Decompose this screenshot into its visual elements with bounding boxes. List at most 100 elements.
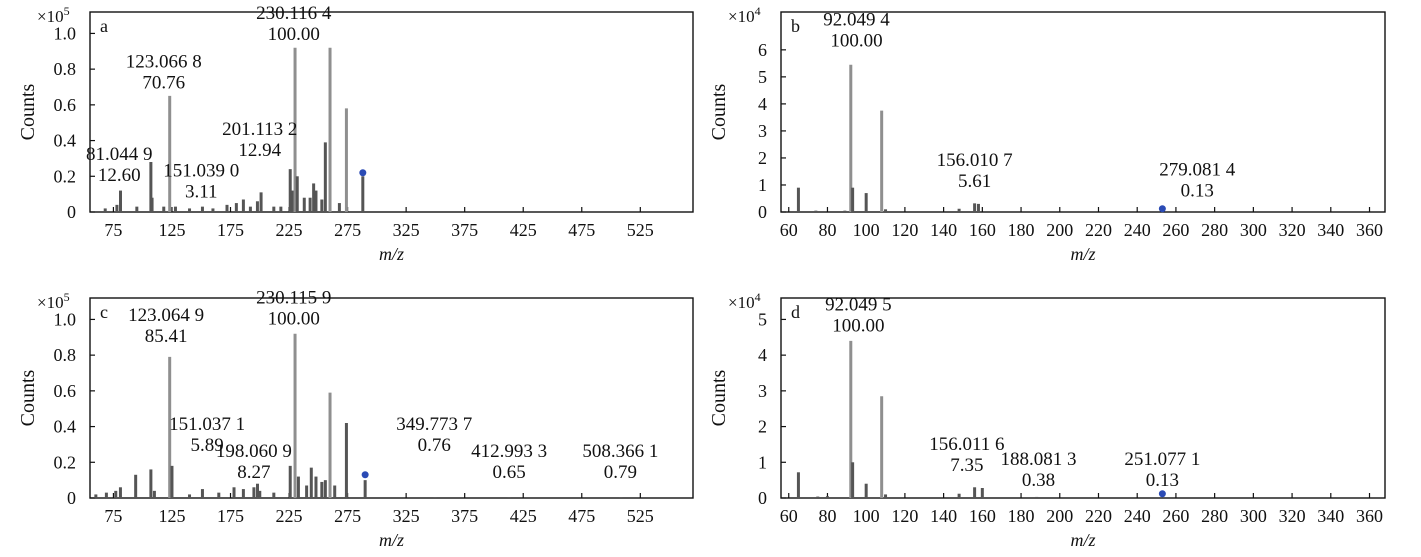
x-tick-label: 340 — [1317, 220, 1344, 240]
x-tick-label: 275 — [334, 220, 361, 240]
x-tick-label: 220 — [1085, 506, 1112, 526]
y-tick-label: 6 — [758, 40, 767, 60]
x-tick-label: 120 — [891, 220, 918, 240]
y-tick-label: 0 — [67, 488, 76, 508]
peak-relative-intensity-label: 7.35 — [950, 455, 983, 476]
x-tick-label: 240 — [1124, 506, 1151, 526]
x-tick-label: 75 — [104, 506, 122, 526]
x-tick-label: 175 — [217, 506, 244, 526]
peak-relative-intensity-label: 0.65 — [493, 462, 526, 483]
scale-base: ×10 — [728, 293, 755, 312]
peak-mz-label: 123.066 8 — [126, 51, 202, 72]
x-tick-label: 360 — [1356, 506, 1383, 526]
y-tick-label: 2 — [758, 417, 767, 437]
peak-mz-label: 151.037 1 — [169, 414, 245, 435]
plot-frame — [89, 297, 694, 499]
peak-relative-intensity-label: 0.13 — [1146, 470, 1179, 491]
axis-scale-label: ×105 — [37, 290, 70, 312]
x-tick-label: 360 — [1356, 220, 1383, 240]
peak-relative-intensity-label: 0.76 — [418, 435, 451, 456]
x-tick-label: 160 — [969, 506, 996, 526]
peak-mz-label: 188.081 3 — [1000, 449, 1076, 470]
x-tick-label: 325 — [393, 506, 420, 526]
peak-mz-label: 156.010 7 — [937, 150, 1013, 171]
plot-frame — [780, 297, 1386, 499]
x-tick-label: 60 — [780, 506, 798, 526]
x-tick-label: 475 — [568, 220, 595, 240]
peak-mz-label: 81.044 9 — [86, 144, 153, 165]
y-axis-label: Counts — [708, 369, 730, 426]
precursor-marker — [361, 471, 369, 479]
y-tick-label: 1 — [758, 452, 767, 472]
x-tick-label: 325 — [393, 220, 420, 240]
scale-base: ×10 — [37, 7, 64, 26]
peak-relative-intensity-label: 100.00 — [268, 24, 320, 45]
scale-base: ×10 — [728, 7, 755, 26]
peak-relative-intensity-label: 12.94 — [238, 140, 281, 161]
x-tick-label: 340 — [1317, 506, 1344, 526]
x-axis-label: m/z — [379, 244, 404, 264]
x-tick-label: 320 — [1279, 220, 1306, 240]
x-tick-label: 525 — [627, 220, 654, 240]
peak-relative-intensity-label: 3.11 — [185, 181, 218, 202]
x-tick-label: 375 — [451, 220, 478, 240]
peak-relative-intensity-label: 12.60 — [98, 165, 141, 186]
y-axis-label: Counts — [17, 369, 39, 426]
y-tick-label: 1 — [758, 175, 767, 195]
spectrum-panel-c: c ×105 Counts 0 0.2 0.4 0.6 0.8 1.0 75 125 175 225 27… — [17, 287, 694, 550]
x-tick-label: 320 — [1279, 506, 1306, 526]
y-tick-label: 0.8 — [54, 59, 77, 79]
peak-relative-intensity-label: 100.00 — [268, 308, 320, 329]
y-tick-label: 0 — [758, 202, 767, 222]
x-tick-label: 220 — [1085, 220, 1112, 240]
y-tick-label: 0.2 — [54, 166, 77, 186]
spectrum-panel-a: a ×105 Counts 0 0.2 0.4 0.6 0.8 1.0 75 125 175 225 27… — [17, 3, 694, 264]
peak-mz-label: 349.773 7 — [396, 414, 472, 435]
y-tick-label: 4 — [758, 345, 767, 365]
y-tick-label: 0.2 — [54, 452, 77, 472]
y-tick-label: 5 — [758, 309, 767, 329]
x-tick-label: 60 — [780, 220, 798, 240]
peak-mz-label: 508.366 1 — [582, 441, 658, 462]
axis-scale-label: ×104 — [728, 290, 761, 312]
peak-mz-label: 230.115 9 — [256, 287, 331, 308]
y-tick-label: 0 — [758, 488, 767, 508]
peak-relative-intensity-label: 5.89 — [190, 435, 223, 456]
y-tick-label: 3 — [758, 381, 767, 401]
peak-relative-intensity-label: 70.76 — [142, 72, 185, 93]
x-axis-label: m/z — [379, 530, 404, 550]
scale-exponent: 4 — [755, 4, 761, 18]
peak-relative-intensity-label: 0.79 — [604, 462, 637, 483]
peak-mz-label: 123.064 9 — [128, 305, 204, 326]
x-tick-label: 300 — [1240, 506, 1267, 526]
peak-mz-label: 201.113 2 — [222, 119, 297, 140]
x-tick-label: 100 — [853, 220, 880, 240]
y-tick-label: 0.6 — [54, 95, 77, 115]
peak-mz-label: 251.077 1 — [1124, 449, 1200, 470]
x-tick-label: 80 — [818, 506, 836, 526]
x-tick-label: 425 — [510, 220, 537, 240]
x-tick-label: 180 — [1008, 220, 1035, 240]
plot-frame — [89, 11, 694, 213]
peak-relative-intensity-label: 8.27 — [237, 462, 270, 483]
x-axis-label: m/z — [1070, 244, 1095, 264]
x-tick-label: 100 — [853, 506, 880, 526]
peak-mz-label: 92.049 4 — [823, 10, 890, 31]
peak-relative-intensity-label: 85.41 — [145, 326, 188, 347]
peak-relative-intensity-label: 0.13 — [1181, 181, 1214, 202]
x-tick-label: 300 — [1240, 220, 1267, 240]
y-tick-label: 3 — [758, 121, 767, 141]
x-tick-label: 280 — [1201, 506, 1228, 526]
y-tick-label: 0.8 — [54, 345, 77, 365]
x-tick-label: 225 — [276, 220, 303, 240]
x-tick-label: 200 — [1046, 220, 1073, 240]
scale-exponent: 5 — [64, 290, 70, 304]
x-tick-label: 140 — [930, 506, 957, 526]
x-tick-label: 80 — [818, 220, 836, 240]
peak-mz-label: 198.060 9 — [216, 441, 292, 462]
x-tick-label: 525 — [627, 506, 654, 526]
y-axis-label: Counts — [708, 83, 730, 140]
